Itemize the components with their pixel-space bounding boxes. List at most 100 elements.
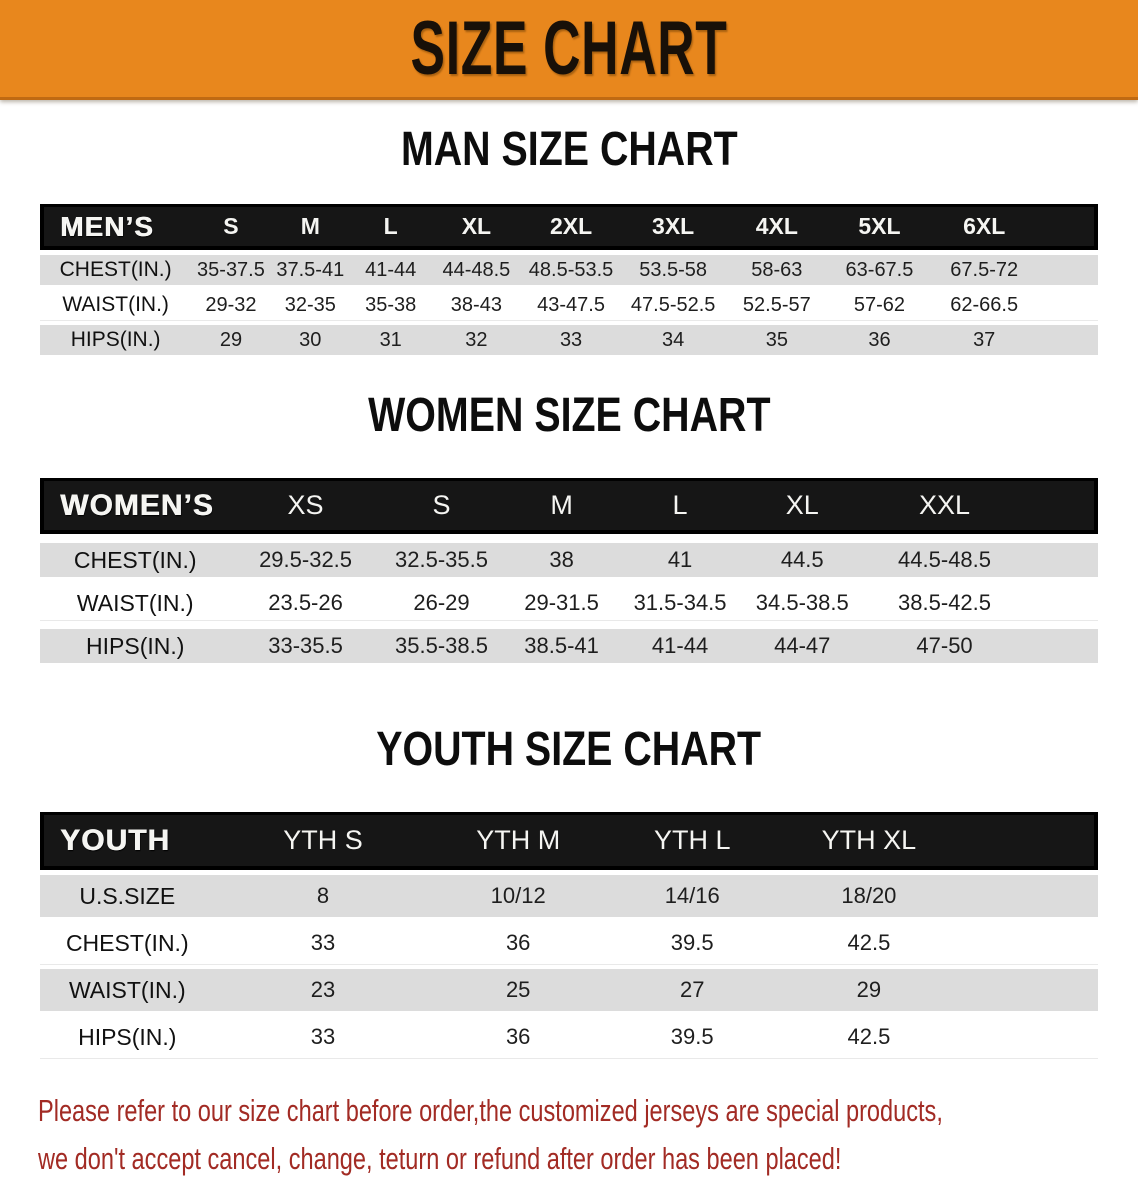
size-value-cell: 32.5-35.5 — [380, 543, 503, 577]
size-value-cell: 26-29 — [380, 586, 503, 620]
row-label: HIPS(IN.) — [40, 1016, 215, 1058]
size-value-cell: 33-35.5 — [230, 629, 381, 663]
youth-size-table: YOUTH YTH S YTH M YTH L YTH XL U.S.SIZE 8 10/12… — [40, 807, 1098, 1063]
row-label: WAIST(IN.) — [40, 586, 231, 620]
row-label: CHEST(IN.) — [40, 543, 231, 577]
size-value-cell: 62-66.5 — [930, 290, 1038, 320]
size-value-cell: 32-35 — [270, 290, 350, 320]
size-value-cell: 23 — [214, 969, 432, 1011]
size-value-cell: 8 — [214, 875, 432, 917]
row-filler-cell — [1023, 629, 1098, 663]
size-value-cell: 14/16 — [604, 875, 780, 917]
disclaimer-line-1: Please refer to our size chart before or… — [38, 1093, 943, 1128]
size-value-cell: 31.5-34.5 — [620, 586, 740, 620]
size-value-cell: 34.5-38.5 — [739, 586, 866, 620]
table-row: WAIST(IN.) 29-32 32-35 35-38 38-43 43-47.5 47.… — [40, 290, 1098, 320]
size-value-cell: 29-32 — [191, 290, 271, 320]
size-column-header: XS — [230, 478, 381, 534]
size-column-header: 2XL — [521, 204, 621, 250]
size-value-cell: 27 — [604, 969, 780, 1011]
size-value-cell: 42.5 — [779, 1016, 959, 1058]
size-value-cell: 36 — [828, 325, 931, 355]
header-filler-cell — [1037, 204, 1098, 250]
size-column-header: YTH S — [214, 812, 432, 870]
size-value-cell: 53.5-58 — [620, 255, 726, 285]
row-filler-cell — [1023, 543, 1098, 577]
size-value-cell: 37.5-41 — [270, 255, 350, 285]
row-filler-cell — [958, 969, 1098, 1011]
row-label: WAIST(IN.) — [40, 969, 215, 1011]
size-value-cell: 38.5-42.5 — [865, 586, 1024, 620]
size-value-cell: 23.5-26 — [230, 586, 381, 620]
men-section-title: MAN SIZE CHART — [400, 123, 738, 176]
table-row: CHEST(IN.) 35-37.5 37.5-41 41-44 44-48.5 48.5… — [40, 255, 1098, 285]
row-label: CHEST(IN.) — [40, 255, 192, 285]
size-value-cell: 57-62 — [828, 290, 931, 320]
order-disclaimer: Please refer to our size chart before or… — [38, 1087, 1100, 1183]
size-value-cell: 29 — [191, 325, 271, 355]
size-value-cell: 33 — [521, 325, 621, 355]
table-row: HIPS(IN.) 33-35.5 35.5-38.5 38.5-41 41-44 44-… — [40, 629, 1098, 663]
table-header-row: WOMEN’S XS S M L XL XXL — [40, 478, 1098, 534]
header-filler-cell — [958, 812, 1098, 870]
size-value-cell: 48.5-53.5 — [521, 255, 621, 285]
size-value-cell: 36 — [431, 1016, 605, 1058]
size-column-header: M — [270, 204, 350, 250]
size-value-cell: 63-67.5 — [828, 255, 931, 285]
size-column-header: S — [380, 478, 503, 534]
size-value-cell: 41 — [620, 543, 740, 577]
size-value-cell: 41-44 — [620, 629, 740, 663]
size-value-cell: 67.5-72 — [930, 255, 1038, 285]
size-column-header: YTH L — [604, 812, 780, 870]
size-column-header: 3XL — [620, 204, 726, 250]
size-value-cell: 41-44 — [349, 255, 432, 285]
size-value-cell: 38-43 — [431, 290, 522, 320]
size-column-header: 4XL — [725, 204, 829, 250]
banner-title: SIZE CHART — [410, 6, 728, 91]
size-value-cell: 47-50 — [865, 629, 1024, 663]
table-header-row: YOUTH YTH S YTH M YTH L YTH XL — [40, 812, 1098, 870]
size-value-cell: 18/20 — [779, 875, 959, 917]
row-filler-cell — [958, 922, 1098, 964]
row-filler-cell — [1037, 325, 1098, 355]
table-corner-label: WOMEN’S — [40, 478, 231, 534]
size-value-cell: 42.5 — [779, 922, 959, 964]
men-size-table: MEN’S S M L XL 2XL 3XL 4XL 5XL 6XL CHEST(IN.) 35-37… — [40, 199, 1098, 360]
size-value-cell: 33 — [214, 1016, 432, 1058]
size-chart-banner: SIZE CHART — [0, 0, 1138, 100]
row-label: HIPS(IN.) — [40, 629, 231, 663]
women-size-table: WOMEN’S XS S M L XL XXL CHEST(IN.) 29.5-32.5 32.5… — [40, 469, 1098, 672]
size-value-cell: 44-47 — [739, 629, 866, 663]
size-value-cell: 58-63 — [725, 255, 829, 285]
size-value-cell: 52.5-57 — [725, 290, 829, 320]
size-value-cell: 10/12 — [431, 875, 605, 917]
table-row: HIPS(IN.) 29 30 31 32 33 34 35 36 37 — [40, 325, 1098, 355]
row-filler-cell — [958, 1016, 1098, 1058]
size-value-cell: 29.5-32.5 — [230, 543, 381, 577]
row-filler-cell — [958, 875, 1098, 917]
size-value-cell: 39.5 — [604, 922, 780, 964]
youth-section-title: YOUTH SIZE CHART — [376, 723, 762, 776]
row-label: CHEST(IN.) — [40, 922, 215, 964]
size-column-header: XXL — [865, 478, 1024, 534]
table-row: WAIST(IN.) 23.5-26 26-29 29-31.5 31.5-34.5 34… — [40, 586, 1098, 620]
table-row: HIPS(IN.) 33 36 39.5 42.5 — [40, 1016, 1098, 1058]
size-value-cell: 44.5-48.5 — [865, 543, 1024, 577]
size-value-cell: 38 — [502, 543, 621, 577]
size-column-header: XL — [739, 478, 866, 534]
size-value-cell: 35 — [725, 325, 829, 355]
table-corner-label: MEN’S — [40, 204, 192, 250]
size-column-header: 5XL — [828, 204, 931, 250]
size-value-cell: 29 — [779, 969, 959, 1011]
size-value-cell: 25 — [431, 969, 605, 1011]
size-value-cell: 36 — [431, 922, 605, 964]
size-value-cell: 44.5 — [739, 543, 866, 577]
size-column-header: L — [349, 204, 432, 250]
size-value-cell: 39.5 — [604, 1016, 780, 1058]
size-column-header: S — [191, 204, 271, 250]
row-label: U.S.SIZE — [40, 875, 215, 917]
size-column-header: L — [620, 478, 740, 534]
row-filler-cell — [1037, 255, 1098, 285]
size-column-header: M — [502, 478, 621, 534]
row-filler-cell — [1023, 586, 1098, 620]
